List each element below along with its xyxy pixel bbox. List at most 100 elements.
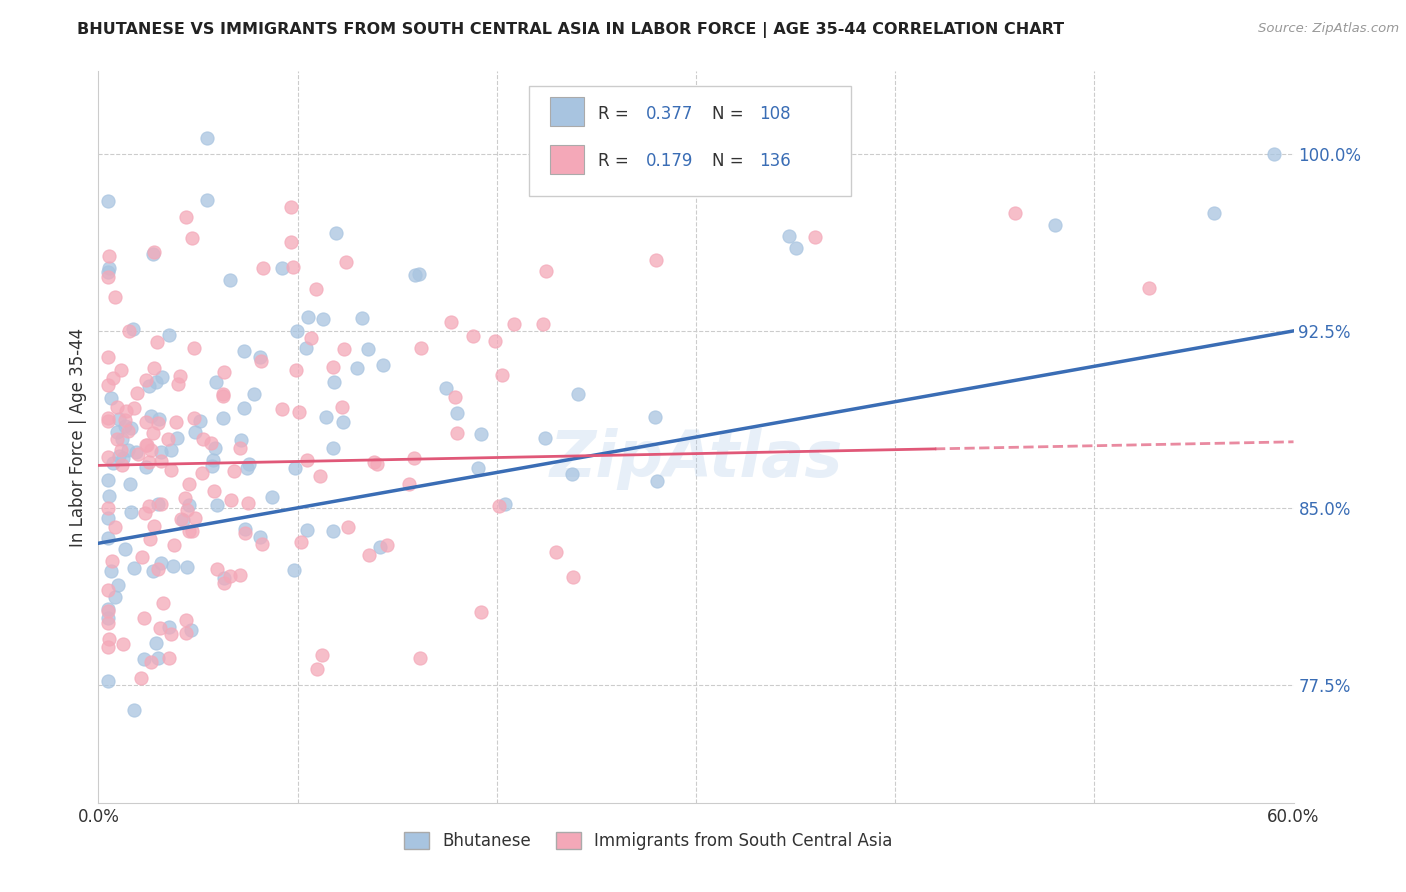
Point [332, 415, 354, 429]
Point [232, 401, 254, 415]
Point [177, 477, 200, 491]
Point [105, 432, 128, 446]
Point [366, 457, 388, 471]
Point [311, 648, 333, 663]
Point [470, 426, 492, 441]
Point [129, 671, 152, 685]
Point [146, 417, 169, 431]
Point [287, 324, 309, 338]
Point [299, 331, 322, 345]
Point [491, 368, 513, 382]
Point [150, 556, 173, 570]
Y-axis label: In Labor Force | Age 35-44: In Labor Force | Age 35-44 [69, 327, 87, 547]
Point [127, 447, 149, 461]
Text: N =: N = [711, 104, 748, 123]
Point [100, 564, 122, 578]
FancyBboxPatch shape [529, 86, 852, 195]
Point [250, 537, 273, 551]
Point [138, 379, 160, 393]
Point [785, 241, 807, 255]
Point [97, 414, 120, 428]
Point [174, 491, 197, 505]
Point [97, 411, 120, 425]
Point [229, 442, 252, 456]
Point [243, 387, 266, 401]
Point [1043, 218, 1066, 232]
Point [280, 200, 302, 214]
Point [201, 458, 224, 473]
Point [371, 358, 394, 372]
Point [152, 369, 174, 384]
Point [204, 441, 226, 455]
Point [271, 261, 294, 276]
Point [238, 457, 260, 471]
Point [624, 173, 647, 187]
Point [645, 253, 668, 268]
Point [183, 510, 205, 524]
Point [330, 401, 353, 415]
Point [139, 442, 162, 457]
Point [162, 558, 184, 573]
Point [207, 562, 229, 576]
Point [146, 497, 169, 511]
Point [309, 469, 332, 483]
Point [176, 559, 198, 574]
Point [143, 361, 166, 376]
Point [132, 610, 155, 624]
Point [135, 373, 157, 387]
Point [214, 575, 236, 590]
Point [152, 596, 174, 610]
Point [534, 264, 557, 278]
Point [295, 341, 318, 355]
Point [484, 334, 506, 348]
Point [170, 512, 193, 526]
Point [101, 371, 124, 385]
Text: R =: R = [598, 104, 634, 123]
Point [97, 265, 120, 279]
Point [122, 560, 145, 574]
Point [236, 461, 259, 475]
Point [252, 260, 274, 275]
Text: ZipAtlas: ZipAtlas [550, 428, 842, 490]
Point [531, 317, 554, 331]
Point [103, 456, 125, 470]
Point [132, 651, 155, 665]
Point [145, 376, 167, 390]
Point [142, 245, 165, 260]
Point [404, 268, 426, 283]
Point [97, 450, 120, 464]
Point [166, 431, 188, 445]
Point [1202, 206, 1225, 220]
Point [323, 375, 346, 389]
Point [118, 324, 141, 338]
Point [135, 460, 157, 475]
Point [322, 359, 344, 374]
Point [120, 476, 142, 491]
Point [180, 524, 202, 539]
Point [446, 426, 468, 441]
Point [108, 412, 131, 426]
Point [271, 401, 294, 416]
Point [312, 312, 335, 326]
Point [249, 530, 271, 544]
Point [284, 363, 307, 377]
Point [322, 441, 344, 455]
Point [142, 565, 165, 579]
Point [110, 443, 132, 458]
Point [357, 342, 380, 356]
Point [97, 640, 120, 654]
Point [409, 341, 432, 355]
Point [218, 273, 240, 287]
Point [283, 260, 305, 275]
Point [211, 387, 233, 401]
Point [160, 463, 183, 477]
Point [494, 497, 516, 511]
Point [104, 590, 127, 604]
Point [111, 458, 134, 472]
Point [222, 464, 245, 478]
Text: N =: N = [711, 153, 748, 170]
Point [195, 131, 218, 145]
Point [363, 455, 385, 469]
Point [190, 467, 212, 481]
Point [142, 426, 165, 441]
